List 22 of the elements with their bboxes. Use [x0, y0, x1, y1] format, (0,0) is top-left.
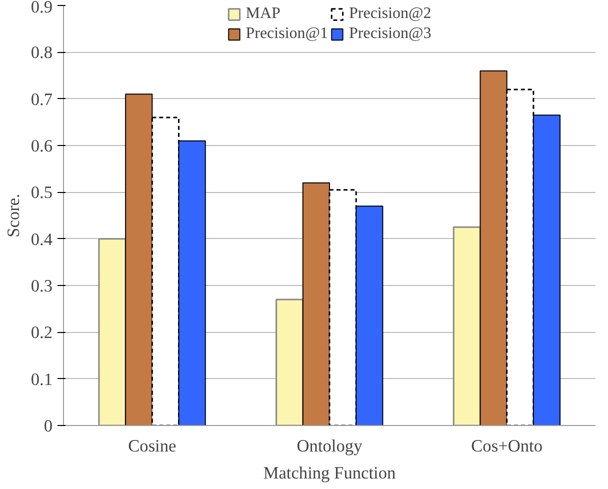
- legend-label: Precision@1: [246, 25, 328, 43]
- y-tick-label: 0: [44, 416, 53, 436]
- x-tick-label: Cos+Onto: [471, 436, 543, 456]
- x-tick-label: Cosine: [128, 436, 177, 456]
- legend-label: MAP: [246, 5, 280, 23]
- bar: [98, 238, 126, 426]
- bar: [276, 298, 304, 426]
- y-axis-title: Score.: [4, 194, 23, 238]
- y-tick-label: 0.3: [30, 276, 53, 296]
- bar: [452, 226, 481, 426]
- y-tick-label: 0.5: [30, 183, 53, 202]
- legend-label: Precision@2: [349, 5, 432, 23]
- y-tick-label: 0.2: [30, 323, 53, 342]
- y-tick-label: 0.9: [30, 0, 53, 16]
- y-tick-label: 0.8: [30, 43, 53, 62]
- y-tick-label: 0.7: [30, 90, 53, 109]
- y-tick-label: 0.6: [30, 136, 53, 156]
- x-axis-title: Matching Function: [263, 464, 396, 482]
- x-tick-label: Ontology: [296, 436, 363, 456]
- legend-label: Precision@3: [349, 25, 432, 43]
- y-tick-label: 0.1: [30, 370, 53, 389]
- y-tick-label: 0.4: [30, 230, 53, 249]
